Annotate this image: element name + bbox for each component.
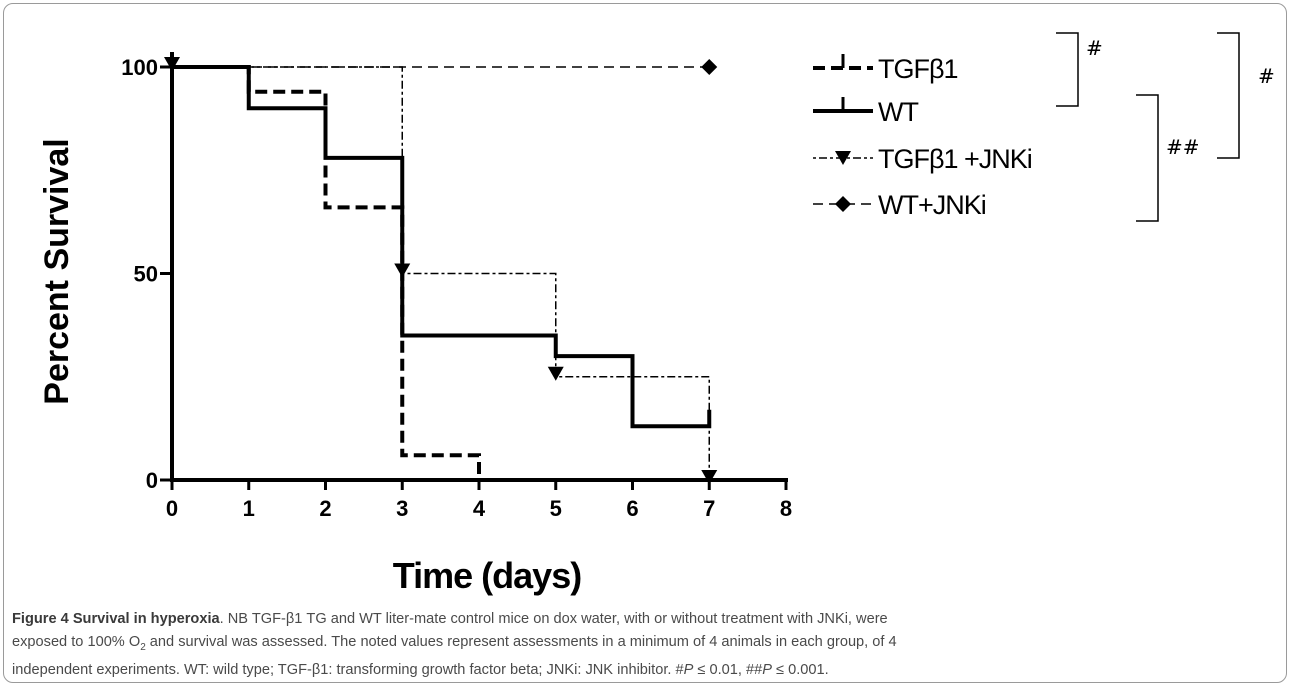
y-tick-label: 100	[121, 55, 158, 80]
caption-line-3: independent experiments. WT: wild type; …	[12, 659, 1276, 682]
series-line	[172, 66, 710, 480]
x-tick-label: 3	[396, 496, 408, 521]
triangle-marker	[835, 151, 851, 165]
bracket-2	[1136, 94, 1159, 222]
legend-label: WT	[878, 97, 918, 127]
legend-entry-1: TGFβ1	[813, 54, 959, 84]
caption-subscript: 2	[140, 641, 146, 653]
series-2	[172, 65, 712, 429]
caption-text-2b: and survival was assessed. The noted val…	[145, 634, 897, 650]
y-axis-title: Percent Survival	[38, 138, 76, 404]
caption-figure-label: Figure 4 Survival in hyperoxia	[12, 611, 220, 627]
x-tick-label: 2	[319, 496, 331, 521]
y-tick-label: 0	[146, 468, 158, 493]
triangle-marker	[394, 263, 411, 278]
legend-entry-4: WT+JNKi	[813, 190, 987, 220]
legend-entry-3: TGFβ1 +JNKi	[813, 144, 1033, 174]
x-tick-label: 6	[626, 496, 638, 521]
figure-frame	[3, 3, 1287, 683]
caption-text-3c: ≤ 0.001.	[771, 661, 829, 678]
series-line	[172, 65, 712, 429]
x-axis-title: Time (days)	[393, 555, 581, 596]
caption-line-1: Figure 4 Survival in hyperoxia. NB TGF-β…	[12, 611, 888, 627]
bracket-3	[1217, 32, 1240, 159]
legend-entry-2: WT	[813, 97, 919, 127]
x-tick-label: 4	[473, 496, 486, 521]
caption-text-2a: exposed to 100% O	[12, 634, 141, 650]
series-line	[172, 65, 481, 480]
caption-text-3b: ≤ 0.01, ##	[693, 661, 763, 678]
x-tick-label: 5	[550, 496, 562, 521]
x-tick-label: 7	[703, 496, 715, 521]
series-1	[172, 65, 481, 480]
survival-chart: 0 1 2 3 4 5 6 7 8 0 50 100 Percent Survival Time (day…	[38, 32, 1275, 596]
caption-p-2: P	[762, 661, 772, 678]
significance-label: ##	[1166, 135, 1200, 159]
caption-line-2: exposed to 100% O2 and survival was asse…	[12, 631, 1276, 659]
triangle-marker	[547, 366, 564, 381]
y-tick-label: 50	[134, 262, 158, 287]
x-tick-label: 1	[243, 496, 255, 521]
figure-caption: Figure 4 Survival in hyperoxia. NB TGF-β…	[12, 608, 1276, 682]
legend-label: TGFβ1 +JNKi	[878, 144, 1032, 174]
significance-label: #	[1258, 64, 1275, 88]
legend-label: WT+JNKi	[878, 190, 986, 220]
x-tick-label: 0	[166, 496, 178, 521]
caption-p-1: P	[683, 661, 694, 678]
series-4	[172, 59, 718, 75]
caption-text-3a: independent experiments. WT: wild type; …	[12, 661, 684, 678]
triangle-marker	[164, 57, 180, 71]
chart-legend: TGFβ1 WT TGFβ1 +JNKi WT+JNKi	[813, 54, 1033, 220]
caption-text-1: NB TGF-β1 TG and WT liter-mate control m…	[227, 611, 888, 627]
diamond-marker	[835, 196, 851, 212]
chart-axes: 0 1 2 3 4 5 6 7 8 0 50 100 Percent Survival Time (day…	[38, 52, 792, 596]
chart-series	[164, 57, 718, 484]
diamond-marker	[701, 59, 718, 75]
significance-brackets: ####	[1056, 32, 1275, 222]
bracket-1	[1056, 32, 1079, 107]
significance-label: #	[1086, 36, 1103, 60]
x-tick-label: 8	[780, 496, 792, 521]
legend-label: TGFβ1	[878, 54, 958, 84]
triangle-marker	[701, 470, 718, 484]
